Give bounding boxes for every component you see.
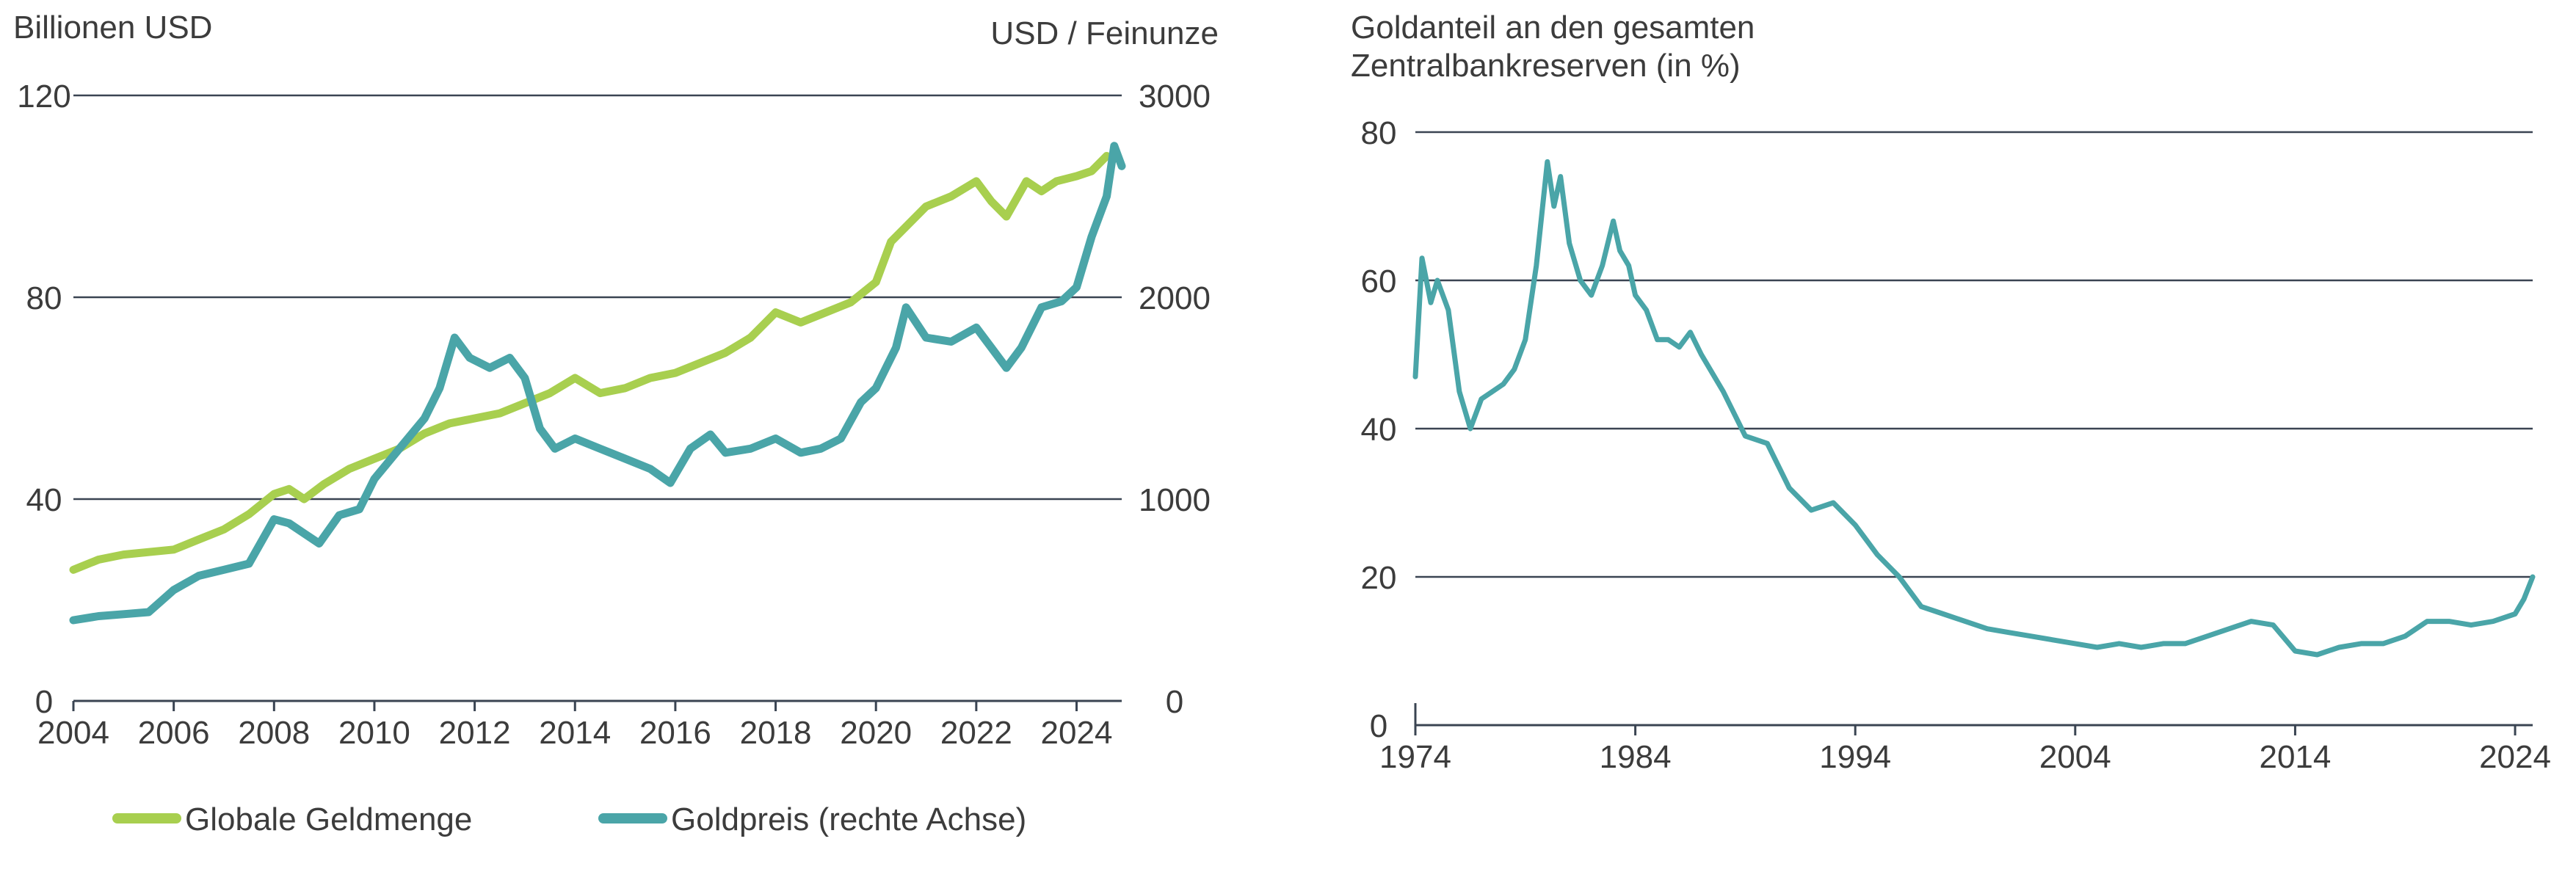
right-y-tick-3000: 3000 [1139, 79, 1211, 114]
series-line-globale-geldmenge [69, 152, 1111, 574]
x-tick-2024: 2024 [2479, 739, 2551, 775]
x-tick-labels: 1974 1984 1994 2004 2014 2024 [1379, 725, 2551, 775]
left-y-tick-40: 40 [26, 482, 62, 518]
y-tick-80: 80 [1361, 115, 1397, 151]
x-tick-2004: 2004 [37, 715, 109, 751]
right-y-tick-labels: 0 1000 2000 3000 [1139, 79, 1211, 720]
y-tick-40: 40 [1361, 412, 1397, 448]
left-y-tick-120: 120 [17, 79, 70, 114]
y-tick-60: 60 [1361, 263, 1397, 299]
x-tick-2008: 2008 [238, 715, 310, 751]
x-tick-1974: 1974 [1379, 739, 1451, 775]
left-y-tick-80: 80 [26, 280, 62, 316]
right-y-tick-1000: 1000 [1139, 482, 1211, 518]
right-y-tick-2000: 2000 [1139, 280, 1211, 316]
x-tick-2020: 2020 [840, 715, 912, 751]
y-tick-labels: 0 20 40 60 80 [1361, 115, 1397, 744]
gold-share-chart: Goldanteil an den gesamten Zentralbankre… [1351, 10, 2551, 775]
x-tick-1994: 1994 [1819, 739, 1891, 775]
series-line-goldpreis-rechte-achse [69, 142, 1126, 625]
series-line-goldanteil [1412, 159, 2536, 658]
gridlines [73, 94, 1122, 702]
x-tick-labels: 2004 2006 2008 2010 2012 2014 2016 2018 2020 2022… [37, 701, 1112, 751]
x-tick-2016: 2016 [639, 715, 711, 751]
x-tick-2004: 2004 [2039, 739, 2111, 775]
x-tick-2012: 2012 [439, 715, 511, 751]
x-tick-1984: 1984 [1600, 739, 1672, 775]
chart-title-line-1: Goldanteil an den gesamten [1351, 10, 1755, 46]
series-lines [1412, 159, 2536, 658]
left-axis-unit-label: Billionen USD [13, 10, 212, 46]
gridlines [1414, 131, 2533, 727]
right-axis-unit-label: USD / Feinunze [990, 15, 1219, 51]
left-y-tick-0: 0 [35, 684, 53, 720]
chart-title-line-2: Zentralbankreserven (in %) [1351, 48, 1741, 84]
legend: Globale Geldmenge Goldpreis (rechte Achs… [112, 801, 1026, 837]
x-tick-2024: 2024 [1041, 715, 1113, 751]
x-tick-2006: 2006 [138, 715, 210, 751]
series-lines [69, 142, 1126, 625]
y-tick-20: 20 [1361, 560, 1397, 596]
legend-label-geldmenge: Globale Geldmenge [185, 801, 472, 837]
right-y-tick-0: 0 [1166, 684, 1183, 720]
x-tick-2018: 2018 [740, 715, 812, 751]
x-tick-2014: 2014 [2259, 739, 2331, 775]
y-tick-0: 0 [1370, 708, 1387, 744]
money-gold-chart: Billionen USD USD / Feinunze 0 40 80 120 0 1… [13, 10, 1219, 751]
x-tick-2014: 2014 [539, 715, 611, 751]
x-tick-2010: 2010 [338, 715, 410, 751]
x-tick-2022: 2022 [940, 715, 1012, 751]
left-y-tick-labels: 0 40 80 120 [17, 79, 70, 720]
legend-label-goldpreis: Goldpreis (rechte Achse) [671, 801, 1026, 837]
